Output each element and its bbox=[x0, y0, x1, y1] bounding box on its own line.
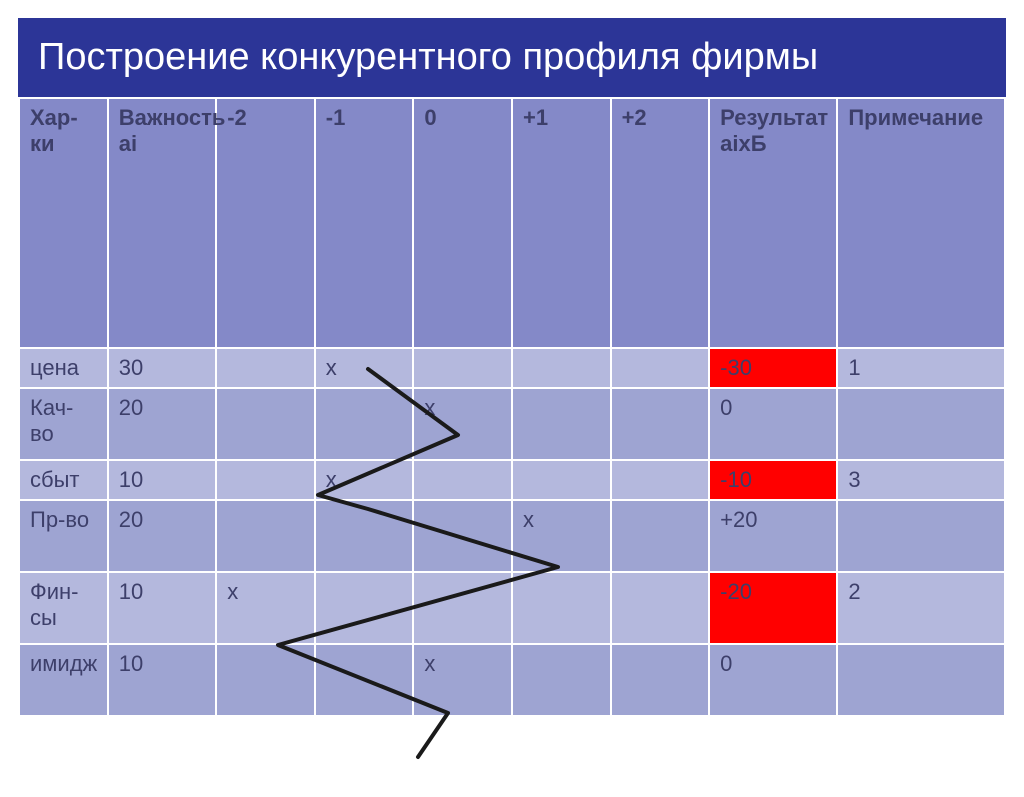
cell-r1-c7: 0 bbox=[709, 388, 837, 460]
cell-r0-c0: цена bbox=[19, 348, 108, 388]
cell-r0-c5 bbox=[512, 348, 611, 388]
cell-r5-c2 bbox=[216, 644, 315, 716]
cell-r3-c0: Пр-во bbox=[19, 500, 108, 572]
column-header-8: Примечание bbox=[837, 98, 1005, 348]
table-header-row: Хар-киВажность аi-2-10+1+2Результат аiхБ… bbox=[19, 98, 1005, 348]
cell-r2-c1: 10 bbox=[108, 460, 216, 500]
table-row: имидж10 х 0 bbox=[19, 644, 1005, 716]
cell-r2-c4 bbox=[413, 460, 512, 500]
cell-r2-c3: х bbox=[315, 460, 414, 500]
cell-r1-c1: 20 bbox=[108, 388, 216, 460]
table-body: цена30х-301Кач-во20х0сбыт10х-103Пр-во20х… bbox=[19, 348, 1005, 716]
cell-r2-c8: 3 bbox=[837, 460, 1005, 500]
cell-r5-c0: имидж bbox=[19, 644, 108, 716]
cell-r1-c4: х bbox=[413, 388, 512, 460]
column-header-6: +2 bbox=[611, 98, 710, 348]
cell-r4-c0: Фин-сы bbox=[19, 572, 108, 644]
cell-r3-c6 bbox=[611, 500, 710, 572]
cell-r0-c6 bbox=[611, 348, 710, 388]
competitive-profile-table: Хар-киВажность аi-2-10+1+2Результат аiхБ… bbox=[18, 97, 1006, 717]
column-header-0: Хар-ки bbox=[19, 98, 108, 348]
column-header-3: -1 bbox=[315, 98, 414, 348]
cell-r4-c4 bbox=[413, 572, 512, 644]
table-row: сбыт10 х -103 bbox=[19, 460, 1005, 500]
column-header-1: Важность аi bbox=[108, 98, 216, 348]
table-row: Пр-во20 х +20 bbox=[19, 500, 1005, 572]
column-header-5: +1 bbox=[512, 98, 611, 348]
cell-r3-c4 bbox=[413, 500, 512, 572]
cell-r4-c6 bbox=[611, 572, 710, 644]
table-container: Хар-киВажность аi-2-10+1+2Результат аiхБ… bbox=[18, 97, 1006, 717]
cell-r1-c0: Кач-во bbox=[19, 388, 108, 460]
cell-r2-c0: сбыт bbox=[19, 460, 108, 500]
cell-r5-c4: х bbox=[413, 644, 512, 716]
cell-r1-c2 bbox=[216, 388, 315, 460]
cell-r0-c7: -30 bbox=[709, 348, 837, 388]
cell-r4-c8: 2 bbox=[837, 572, 1005, 644]
cell-r4-c7: -20 bbox=[709, 572, 837, 644]
cell-r1-c5 bbox=[512, 388, 611, 460]
cell-r1-c8 bbox=[837, 388, 1005, 460]
cell-r3-c7: +20 bbox=[709, 500, 837, 572]
cell-r3-c2 bbox=[216, 500, 315, 572]
page-title: Построение конкурентного профиля фирмы bbox=[18, 18, 1006, 97]
cell-r5-c3 bbox=[315, 644, 414, 716]
cell-r5-c6 bbox=[611, 644, 710, 716]
cell-r5-c8 bbox=[837, 644, 1005, 716]
cell-r0-c3: х bbox=[315, 348, 414, 388]
table-row: Фин-сы10х -202 bbox=[19, 572, 1005, 644]
cell-r5-c1: 10 bbox=[108, 644, 216, 716]
column-header-2: -2 bbox=[216, 98, 315, 348]
cell-r0-c1: 30 bbox=[108, 348, 216, 388]
table-row: Кач-во20 х 0 bbox=[19, 388, 1005, 460]
cell-r4-c3 bbox=[315, 572, 414, 644]
cell-r3-c3 bbox=[315, 500, 414, 572]
cell-r2-c5 bbox=[512, 460, 611, 500]
cell-r2-c2 bbox=[216, 460, 315, 500]
cell-r1-c6 bbox=[611, 388, 710, 460]
cell-r5-c5 bbox=[512, 644, 611, 716]
column-header-4: 0 bbox=[413, 98, 512, 348]
cell-r0-c2 bbox=[216, 348, 315, 388]
cell-r1-c3 bbox=[315, 388, 414, 460]
cell-r3-c8 bbox=[837, 500, 1005, 572]
cell-r2-c6 bbox=[611, 460, 710, 500]
cell-r4-c1: 10 bbox=[108, 572, 216, 644]
table-row: цена30 х -301 bbox=[19, 348, 1005, 388]
cell-r3-c5: х bbox=[512, 500, 611, 572]
cell-r2-c7: -10 bbox=[709, 460, 837, 500]
cell-r0-c8: 1 bbox=[837, 348, 1005, 388]
cell-r0-c4 bbox=[413, 348, 512, 388]
cell-r3-c1: 20 bbox=[108, 500, 216, 572]
cell-r5-c7: 0 bbox=[709, 644, 837, 716]
cell-r4-c2: х bbox=[216, 572, 315, 644]
cell-r4-c5 bbox=[512, 572, 611, 644]
column-header-7: Результат аiхБ bbox=[709, 98, 837, 348]
